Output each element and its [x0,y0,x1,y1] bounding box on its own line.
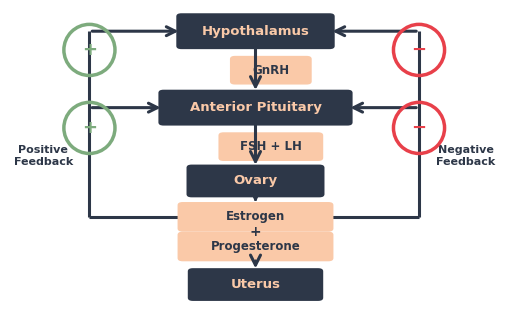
Text: Uterus: Uterus [230,278,281,291]
Text: Ovary: Ovary [234,174,277,188]
Text: GnRH: GnRH [252,64,289,77]
FancyBboxPatch shape [188,268,323,301]
Text: +: + [82,41,97,59]
FancyBboxPatch shape [178,232,334,261]
FancyBboxPatch shape [219,132,323,161]
Text: Negative
Feedback: Negative Feedback [436,145,496,167]
Text: −: − [411,41,427,59]
Text: Positive
Feedback: Positive Feedback [14,145,73,167]
Text: Hypothalamus: Hypothalamus [201,25,310,38]
FancyBboxPatch shape [158,90,353,125]
Text: Estrogen: Estrogen [226,210,285,223]
FancyBboxPatch shape [187,165,324,197]
FancyBboxPatch shape [176,13,335,49]
Text: Anterior Pituitary: Anterior Pituitary [190,101,321,114]
Text: Progesterone: Progesterone [211,240,300,253]
FancyBboxPatch shape [230,56,312,85]
Text: FSH + LH: FSH + LH [240,140,302,153]
Text: −: − [411,119,427,137]
Text: +: + [250,225,261,238]
Text: +: + [82,119,97,137]
FancyBboxPatch shape [178,202,334,232]
